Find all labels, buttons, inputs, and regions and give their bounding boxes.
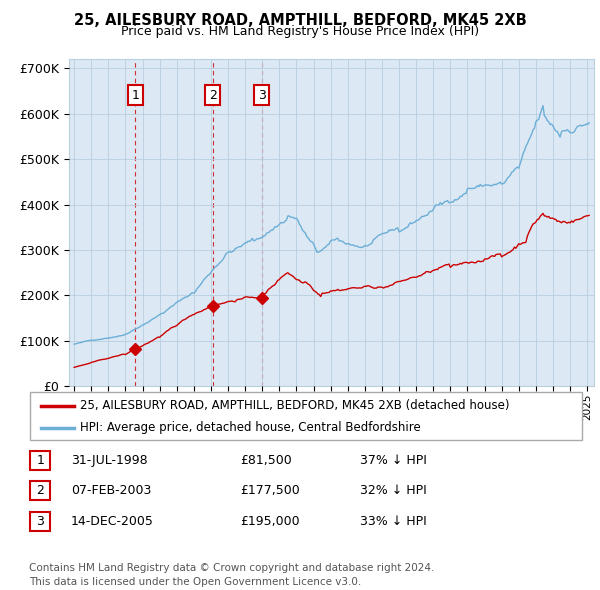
Text: 2: 2	[36, 484, 44, 497]
Text: 3: 3	[257, 88, 265, 101]
Text: 14-DEC-2005: 14-DEC-2005	[71, 515, 154, 528]
Text: £177,500: £177,500	[240, 484, 300, 497]
Text: 1: 1	[131, 88, 139, 101]
Text: 25, AILESBURY ROAD, AMPTHILL, BEDFORD, MK45 2XB: 25, AILESBURY ROAD, AMPTHILL, BEDFORD, M…	[74, 13, 526, 28]
Text: 31-JUL-1998: 31-JUL-1998	[71, 454, 148, 467]
Text: £195,000: £195,000	[240, 515, 299, 528]
Text: 2: 2	[209, 88, 217, 101]
Text: Price paid vs. HM Land Registry's House Price Index (HPI): Price paid vs. HM Land Registry's House …	[121, 25, 479, 38]
Text: 1: 1	[36, 454, 44, 467]
Text: 32% ↓ HPI: 32% ↓ HPI	[360, 484, 427, 497]
Text: 33% ↓ HPI: 33% ↓ HPI	[360, 515, 427, 528]
Text: 37% ↓ HPI: 37% ↓ HPI	[360, 454, 427, 467]
Text: £81,500: £81,500	[240, 454, 292, 467]
Text: Contains HM Land Registry data © Crown copyright and database right 2024.
This d: Contains HM Land Registry data © Crown c…	[29, 563, 434, 587]
Text: 07-FEB-2003: 07-FEB-2003	[71, 484, 151, 497]
Text: 3: 3	[36, 515, 44, 528]
Text: HPI: Average price, detached house, Central Bedfordshire: HPI: Average price, detached house, Cent…	[80, 421, 421, 434]
Text: 25, AILESBURY ROAD, AMPTHILL, BEDFORD, MK45 2XB (detached house): 25, AILESBURY ROAD, AMPTHILL, BEDFORD, M…	[80, 399, 509, 412]
